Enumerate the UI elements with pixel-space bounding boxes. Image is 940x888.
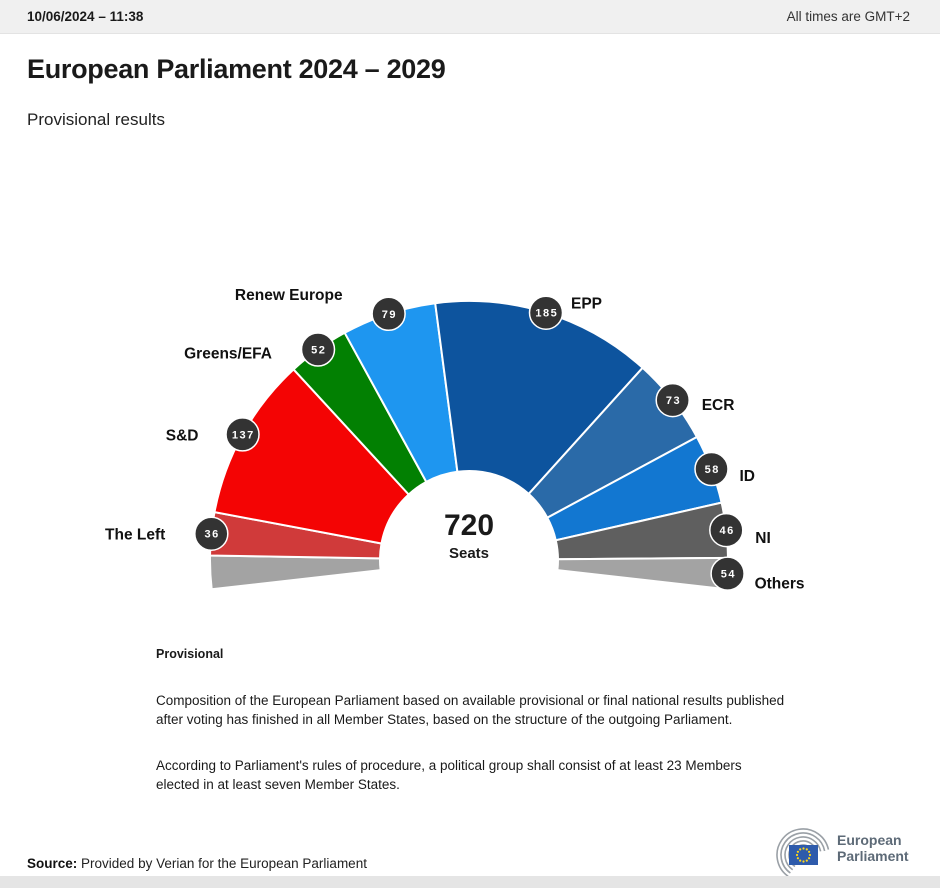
timestamp: 10/06/2024 – 11:38 bbox=[27, 9, 144, 24]
note-paragraph-1: Composition of the European Parliament b… bbox=[156, 693, 785, 727]
logo-wordmark: European Parliament bbox=[837, 832, 909, 864]
note-paragraph-2: According to Parliament's rules of proce… bbox=[156, 758, 742, 792]
segment-others[interactable] bbox=[208, 554, 382, 591]
badge-ecr[interactable] bbox=[655, 382, 690, 418]
badge-s-d[interactable] bbox=[225, 417, 260, 452]
badge-value-the-left: 36 bbox=[204, 529, 219, 541]
european-parliament-logo[interactable]: European Parliament bbox=[765, 828, 915, 882]
note-heading: Provisional bbox=[156, 647, 224, 661]
group-label-the-left: The Left bbox=[105, 527, 165, 544]
badge-id[interactable] bbox=[694, 451, 729, 487]
eu-flag bbox=[789, 845, 818, 865]
group-label-ni: NI bbox=[755, 530, 771, 547]
page-title: European Parliament 2024 – 2029 bbox=[27, 54, 446, 84]
total-seats-caption: Seats bbox=[449, 545, 489, 562]
group-label-s-d: S&D bbox=[166, 427, 199, 444]
top-bar: 10/06/2024 – 11:38 All times are GMT+2 bbox=[0, 0, 940, 34]
source-line: Source: Provided by Verian for the Europ… bbox=[27, 856, 367, 871]
badge-ni[interactable] bbox=[709, 512, 744, 548]
source-label: Source: bbox=[27, 856, 78, 871]
eu-flag-stars bbox=[795, 847, 812, 863]
group-label-others: Others bbox=[755, 576, 805, 593]
segment-epp[interactable] bbox=[434, 300, 645, 496]
group-label-renew-europe: Renew Europe bbox=[235, 287, 343, 304]
badge-value-others: 54 bbox=[721, 569, 736, 581]
page-subtitle: Provisional results bbox=[27, 110, 165, 129]
provisional-note: Provisional Composition of the European … bbox=[156, 645, 786, 794]
badge-value-s-d: 137 bbox=[232, 429, 255, 441]
badge-value-id: 58 bbox=[705, 464, 720, 476]
badge-epp[interactable] bbox=[528, 295, 564, 330]
ep-hemicycle-logo-icon bbox=[776, 828, 830, 882]
badge-greens-efa[interactable] bbox=[300, 332, 336, 367]
group-label-epp: EPP bbox=[571, 296, 602, 313]
badge-value-ecr: 73 bbox=[666, 395, 681, 407]
group-label-id: ID bbox=[740, 468, 756, 485]
badge-renew-europe[interactable] bbox=[371, 296, 406, 332]
timezone-note: All times are GMT+2 bbox=[786, 9, 910, 24]
badge-value-ni: 46 bbox=[719, 525, 734, 537]
badge-value-renew-europe: 79 bbox=[382, 309, 397, 321]
badge-value-epp: 185 bbox=[535, 308, 558, 320]
badge-the-left[interactable] bbox=[194, 516, 229, 551]
group-label-greens-efa: Greens/EFA bbox=[184, 346, 272, 363]
badge-value-greens-efa: 52 bbox=[311, 345, 326, 357]
segment-others[interactable] bbox=[556, 556, 730, 591]
footer-bar bbox=[0, 876, 940, 888]
segment-s-d[interactable] bbox=[213, 367, 411, 545]
badge-others[interactable] bbox=[710, 556, 745, 591]
total-seats-value: 720 bbox=[444, 509, 494, 542]
source-text: Provided by Verian for the European Parl… bbox=[81, 856, 367, 871]
hemicycle-chart: 36 137 52 79 185 73 58 46 54 The Left S&D Greens/E… bbox=[105, 287, 805, 593]
group-label-ecr: ECR bbox=[702, 397, 735, 414]
